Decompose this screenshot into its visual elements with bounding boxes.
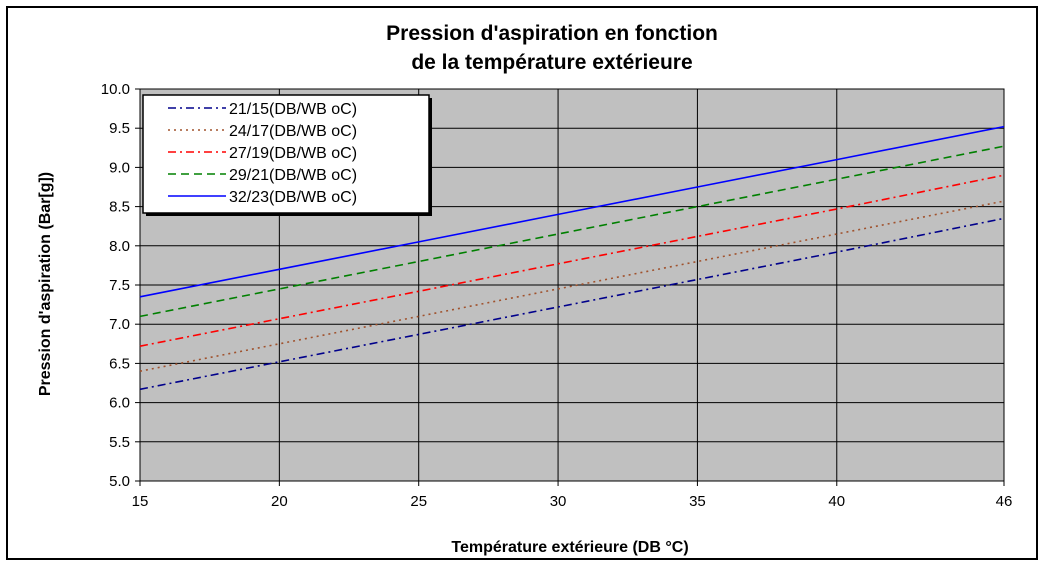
legend-label: 21/15(DB/WB oC) (229, 101, 357, 118)
legend: 21/15(DB/WB oC) 24/17(DB/WB oC) 27/19(DB/W… (142, 94, 432, 216)
y-tick-label: 5.5 (109, 434, 130, 451)
legend-label: 24/17(DB/WB oC) (229, 123, 357, 140)
y-tick-label: 7.5 (109, 277, 130, 294)
y-tick-label: 5.0 (109, 473, 130, 490)
x-tick-label: 40 (828, 493, 845, 510)
series-line-3 (139, 174, 1005, 347)
y-tick-label: 8.5 (109, 199, 130, 216)
x-tick-label: 35 (689, 493, 706, 510)
x-tick-label: 46 (996, 493, 1013, 510)
series-line-1 (139, 217, 1005, 391)
x-tick-label: 25 (410, 493, 427, 510)
series-line-2 (139, 200, 1005, 372)
legend-box (142, 94, 430, 214)
x-axis-title: Température extérieure (DB °C) (451, 539, 688, 556)
y-tick-label: 9.0 (109, 159, 130, 176)
y-tick-label: 9.5 (109, 120, 130, 137)
legend-label: 27/19(DB/WB oC) (229, 145, 357, 162)
y-tick-label: 6.0 (109, 395, 130, 412)
x-tick-label: 30 (550, 493, 567, 510)
y-tick-label: 8.0 (109, 238, 130, 255)
y-tick-label: 7.0 (109, 316, 130, 333)
chart-title-line2: de la température extérieure (411, 51, 692, 74)
series-lines (139, 125, 1005, 391)
x-tick-label: 15 (132, 493, 149, 510)
axis-ticks: 5.0 5.5 6.0 6.5 7.0 7.5 8.0 8.5 9.0 9.5 10.0 15 20 25… (101, 81, 1013, 510)
y-tick-label: 10.0 (101, 81, 130, 98)
y-axis-title: Pression d'aspiration (Bar[g]) (37, 172, 54, 396)
y-tick-label: 6.5 (109, 355, 130, 372)
x-tick-label: 20 (271, 493, 288, 510)
legend-label: 29/21(DB/WB oC) (229, 167, 357, 184)
legend-label: 32/23(DB/WB oC) (229, 189, 357, 206)
grid-lines (140, 89, 1004, 481)
chart-title-line1: Pression d'aspiration en fonction (386, 22, 718, 45)
series-line-5 (139, 125, 1005, 298)
